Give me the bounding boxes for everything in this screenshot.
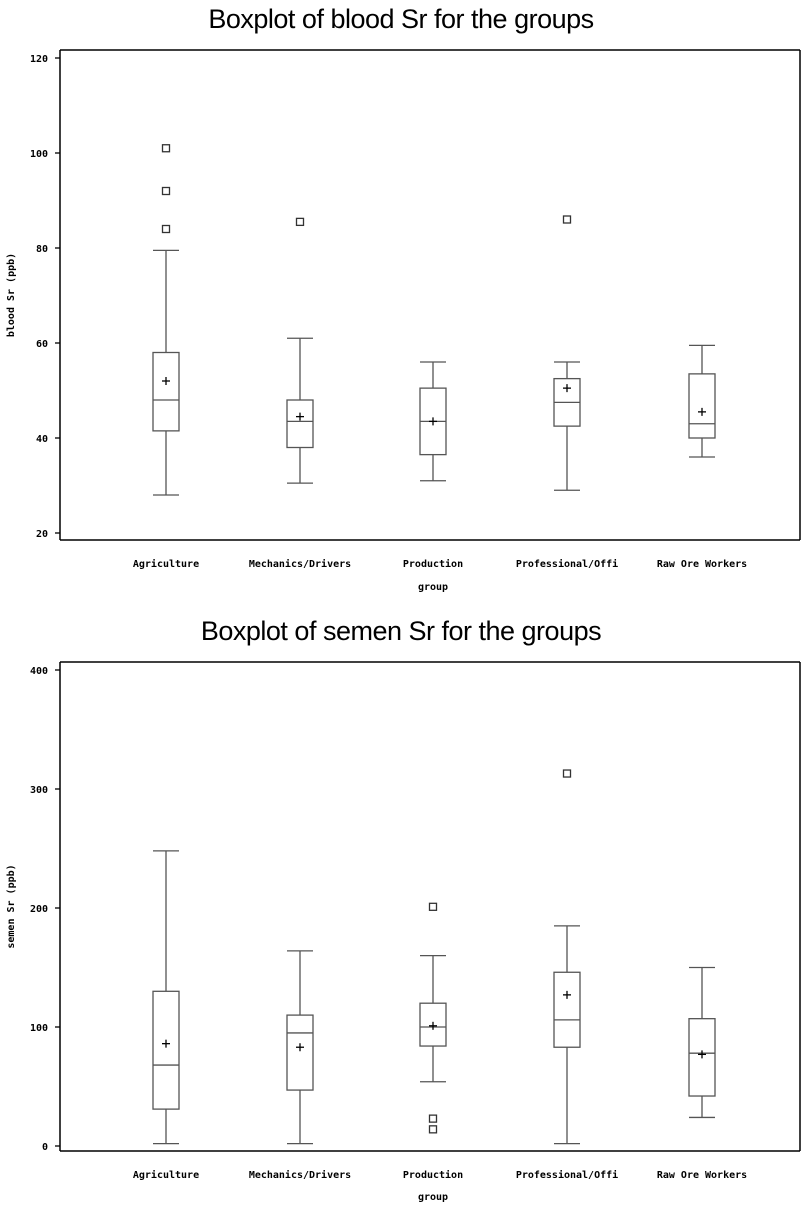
y-tick-label-semen: 0 — [42, 1142, 48, 1153]
iqr-box — [153, 991, 179, 1109]
x-tick-label-semen: Agriculture — [133, 1169, 199, 1181]
x-tick-label-semen: Raw Ore Workers — [657, 1170, 747, 1181]
outlier-point — [430, 903, 437, 910]
box-semen — [554, 770, 580, 1144]
box-semen — [689, 968, 715, 1118]
y-tick-label-semen: 100 — [30, 1023, 48, 1034]
box-semen — [153, 851, 179, 1144]
box-semen — [287, 951, 313, 1144]
outlier-point — [430, 1126, 437, 1133]
x-tick-label-semen: Mechanics/Drivers — [249, 1169, 351, 1181]
y-axis-label-semen: semen Sr (ppb) — [6, 864, 17, 948]
outlier-point — [564, 770, 571, 777]
iqr-box — [287, 1015, 313, 1090]
y-tick-label-semen: 200 — [30, 904, 48, 915]
y-tick-label-semen: 400 — [30, 666, 48, 677]
x-tick-label-semen: Professional/Offi — [516, 1169, 618, 1181]
x-tick-label-semen: Production — [403, 1169, 463, 1181]
iqr-box — [554, 972, 580, 1047]
box-semen — [420, 903, 446, 1133]
y-tick-label-semen: 300 — [30, 785, 48, 796]
x-axis-label-semen: group — [418, 1192, 448, 1203]
outlier-point — [430, 1115, 437, 1122]
